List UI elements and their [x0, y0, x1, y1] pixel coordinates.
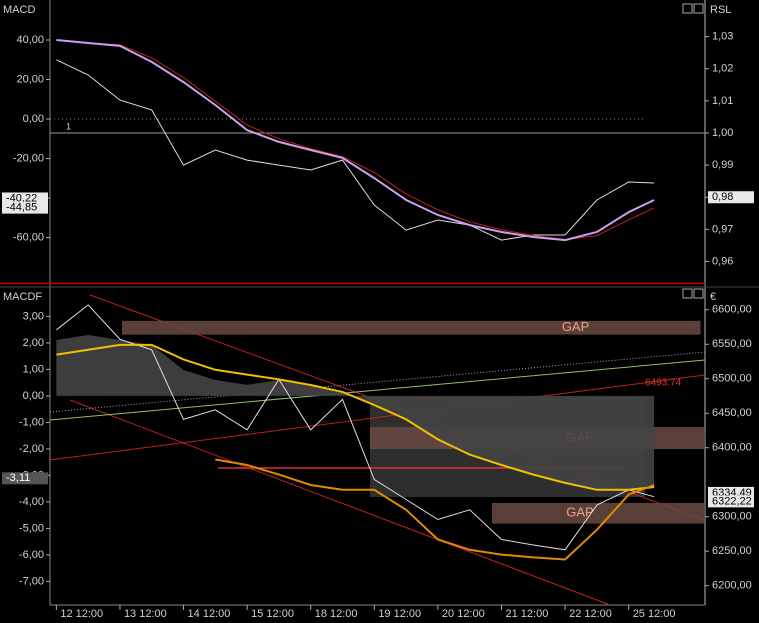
- x-tick-label: 22 12:00: [569, 608, 612, 620]
- x-tick-label: 14 12:00: [188, 608, 231, 620]
- value-marker: [2, 472, 48, 485]
- y2-title: RSL: [710, 4, 731, 16]
- value-marker: [2, 201, 48, 214]
- price-annotation: 6493.74: [645, 378, 682, 389]
- y-tick-label: -2,00: [19, 443, 44, 455]
- value-marker: [2, 192, 48, 205]
- y-tick-label: -60,00: [13, 231, 44, 243]
- y2-tick-label: 0,97: [712, 223, 733, 235]
- y2-tick-label: 1,02: [712, 63, 733, 75]
- gap-label: GAP: [562, 319, 589, 334]
- channel-lower: [69, 399, 611, 606]
- y-tick-label: -20,00: [13, 152, 44, 164]
- series-line: [215, 458, 655, 561]
- value-marker: [708, 191, 754, 204]
- y2-tick-label: 6250,00: [712, 545, 752, 557]
- value-marker-label: -3,11: [6, 472, 30, 484]
- gap-label: GAP: [566, 505, 593, 520]
- series-line: [56, 59, 655, 241]
- y2-tick-label: 6200,00: [712, 580, 752, 592]
- value-marker: [708, 495, 754, 508]
- series-line: [56, 304, 655, 551]
- window-button[interactable]: [682, 3, 693, 14]
- x-tick-label: 21 12:00: [506, 608, 549, 620]
- trend-line-green: [49, 359, 706, 421]
- y-tick-label: 3,00: [23, 310, 44, 322]
- y2-tick-label: 6600,00: [712, 304, 752, 316]
- y2-title: €: [710, 291, 716, 303]
- y2-tick-label: 1,00: [712, 127, 733, 139]
- x-tick-label: 18 12:00: [315, 608, 358, 620]
- gap-zone: [491, 502, 705, 524]
- y-tick-label: -6,00: [19, 549, 44, 561]
- x-tick-label: 15 12:00: [251, 608, 294, 620]
- series-line: [56, 39, 655, 242]
- window-button[interactable]: [693, 3, 704, 14]
- macdf-area: [56, 334, 655, 490]
- x-tick-label: 12 12:00: [60, 608, 103, 620]
- y2-tick-label: 0,96: [712, 255, 733, 267]
- x-tick-label: 20 12:00: [442, 608, 485, 620]
- y-tick-label: -1,00: [19, 416, 44, 428]
- gap-zone: [121, 320, 701, 335]
- y2-tick-label: 6450,00: [712, 407, 752, 419]
- trend-line: [49, 374, 706, 461]
- y-tick-label: 40,00: [16, 34, 44, 46]
- y-tick-label: -4,00: [19, 496, 44, 508]
- y-tick-label: -7,00: [19, 575, 44, 587]
- y2-tick-label: 6300,00: [712, 511, 752, 523]
- series-line: [56, 343, 655, 491]
- y2-tick-label: 6400,00: [712, 442, 752, 454]
- value-marker-label: 0,98: [712, 191, 733, 203]
- y-tick-label: 20,00: [16, 73, 44, 85]
- window-button[interactable]: [682, 288, 693, 299]
- y2-tick-label: 1,03: [712, 31, 733, 43]
- y2-tick-label: 1,01: [712, 95, 733, 107]
- x-tick-label: 13 12:00: [124, 608, 167, 620]
- y-tick-label: 0,00: [23, 390, 44, 402]
- y2-tick-label: 6550,00: [712, 338, 752, 350]
- value-marker-label: -40,22: [6, 192, 37, 204]
- y-tick-label: -5,00: [19, 522, 44, 534]
- x-tick-label: 19 12:00: [378, 608, 421, 620]
- panel-title: MACDF: [3, 291, 42, 303]
- y-tick-label: 0,00: [23, 113, 44, 125]
- reference-label: 1: [66, 121, 71, 131]
- window-button[interactable]: [693, 288, 704, 299]
- x-tick-label: 25 12:00: [633, 608, 676, 620]
- panel-title: MACD: [3, 4, 35, 16]
- y2-tick-label: 0,99: [712, 159, 733, 171]
- value-marker-label: -44,85: [6, 202, 37, 214]
- y-tick-label: 2,00: [23, 337, 44, 349]
- y2-tick-label: 6500,00: [712, 373, 752, 385]
- value-marker-label: 6322,22: [712, 495, 752, 507]
- y-tick-label: 1,00: [23, 363, 44, 375]
